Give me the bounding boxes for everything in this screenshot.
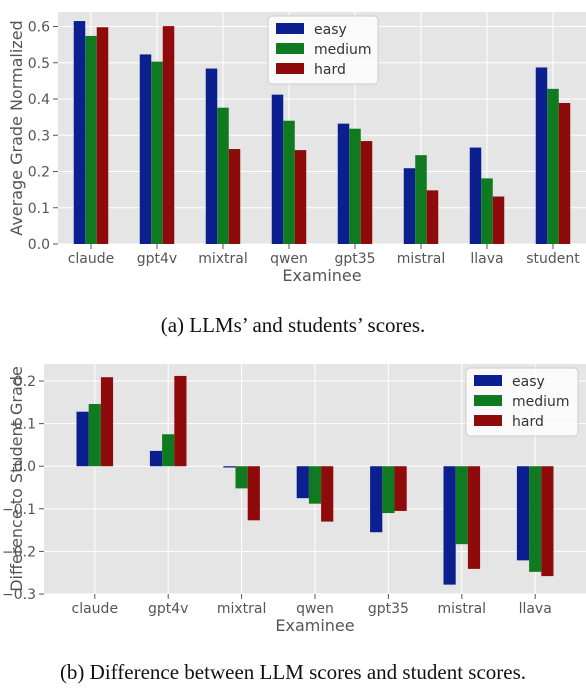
x-tick-label: gpt35: [368, 601, 409, 617]
y-tick-label: 0.6: [28, 20, 50, 36]
bar-medium-llava: [481, 178, 493, 244]
bar-hard-gpt35: [360, 141, 373, 244]
bar-hard-mistral: [467, 466, 481, 569]
legend-label-medium: medium: [314, 42, 372, 58]
bar-easy-claude: [76, 411, 89, 467]
y-axis-label: Difference to Student Grade: [7, 366, 26, 592]
legend-label-medium: medium: [512, 394, 570, 410]
bar-easy-llava: [469, 147, 482, 244]
bar-medium-claude: [85, 35, 97, 244]
bar-hard-mixtral: [228, 149, 241, 244]
bar-easy-claude: [73, 21, 86, 244]
x-tick-label: llava: [470, 251, 503, 267]
legend: easy medium hard: [465, 367, 579, 437]
bar-easy-student: [535, 67, 548, 245]
bar-medium-gpt4v: [151, 61, 163, 244]
bar-medium-llava: [529, 466, 542, 572]
y-tick-label: −0.1: [2, 502, 36, 518]
bar-hard-gpt4v: [174, 375, 187, 467]
bar-easy-gpt4v: [149, 450, 163, 467]
bar-medium-gpt35: [382, 466, 395, 514]
bar-easy-qwen: [296, 466, 309, 499]
bar-medium-mixtral: [217, 107, 229, 244]
legend-label-hard: hard: [512, 414, 544, 430]
bar-medium-mistral: [415, 155, 427, 244]
bar-medium-gpt35: [349, 128, 361, 244]
legend-swatch-easy: [474, 375, 502, 386]
x-tick-label: claude: [72, 601, 119, 617]
bar-easy-llava: [516, 466, 530, 561]
chart-b: −0.3 −0.2 −0.1 0.0 0.1 0.2 claude gpt4v mixtral q…: [2, 364, 586, 635]
bar-hard-claude: [100, 377, 114, 467]
bar-easy-gpt4v: [139, 54, 152, 244]
y-tick-label: 0.3: [28, 128, 50, 144]
legend-swatch-hard: [276, 63, 304, 74]
x-tick-label: gpt4v: [137, 251, 177, 267]
bar-easy-qwen: [271, 94, 284, 245]
legend-swatch-medium: [276, 43, 304, 54]
bar-medium-mixtral: [235, 466, 248, 489]
x-tick-label: llava: [519, 601, 552, 617]
bar-easy-gpt35: [370, 466, 383, 533]
bar-easy-mistral: [443, 466, 456, 585]
bar-medium-qwen: [308, 466, 322, 504]
legend-label-easy: easy: [314, 22, 347, 38]
caption-a: (a) LLMs’ and students’ scores.: [160, 313, 426, 337]
bar-hard-qwen: [321, 466, 334, 522]
bar-easy-gpt35: [337, 123, 350, 244]
x-tick-label: mixtral: [198, 251, 248, 267]
x-tick-label: gpt35: [334, 251, 375, 267]
legend-swatch-hard: [474, 415, 502, 426]
bar-hard-student: [558, 102, 571, 244]
y-tick-label: 0.4: [28, 92, 50, 108]
bar-hard-claude: [96, 27, 109, 244]
x-axis-label: Examinee: [282, 266, 361, 285]
legend-swatch-easy: [276, 23, 304, 34]
y-axis-label: Average Grade Normalized: [7, 20, 26, 235]
bar-easy-mistral: [403, 168, 416, 244]
y-tick-label: 0.1: [28, 201, 50, 217]
bar-easy-mixtral: [205, 68, 218, 244]
legend: easy medium hard: [267, 15, 379, 85]
y-tick-label: 0.5: [28, 56, 50, 72]
y-tick-label: 0.0: [28, 237, 50, 253]
bar-medium-student: [547, 88, 559, 244]
chart-a: 0.0 0.1 0.2 0.3 0.4 0.5 0.6 claude gpt4v mixtral q…: [7, 12, 586, 285]
x-tick-label: mixtral: [217, 601, 267, 617]
x-tick-label: student: [526, 251, 580, 267]
caption-b: (b) Difference between LLM scores and st…: [59, 660, 527, 684]
bar-hard-llava: [492, 196, 505, 244]
bar-hard-qwen: [294, 150, 307, 244]
y-tick-label: 0.2: [14, 374, 36, 390]
legend-swatch-medium: [474, 395, 502, 406]
bar-hard-mixtral: [247, 466, 260, 521]
x-tick-label: qwen: [270, 251, 308, 267]
bar-medium-qwen: [283, 120, 295, 244]
x-tick-label: qwen: [296, 601, 334, 617]
x-tick-label: claude: [68, 251, 115, 267]
bar-easy-mixtral: [223, 466, 236, 468]
y-tick-label: 0.1: [14, 417, 36, 433]
y-tick-label: 0.0: [14, 459, 36, 475]
y-tick-label: −0.2: [2, 544, 36, 560]
x-tick-label: gpt4v: [148, 601, 188, 617]
bar-hard-mistral: [426, 190, 439, 244]
bar-medium-claude: [88, 404, 101, 467]
bar-medium-gpt4v: [162, 434, 175, 467]
y-tick-label: −0.3: [2, 587, 36, 603]
x-tick-label: mistral: [397, 251, 446, 267]
x-axis-label: Examinee: [275, 616, 354, 635]
bar-hard-gpt4v: [162, 26, 175, 245]
bar-hard-gpt35: [394, 466, 407, 511]
bar-medium-mistral: [455, 466, 468, 545]
legend-label-hard: hard: [314, 62, 346, 78]
y-tick-label: 0.2: [28, 165, 50, 181]
bar-hard-llava: [541, 466, 554, 577]
x-tick-label: mistral: [438, 601, 487, 617]
legend-label-easy: easy: [512, 374, 545, 390]
